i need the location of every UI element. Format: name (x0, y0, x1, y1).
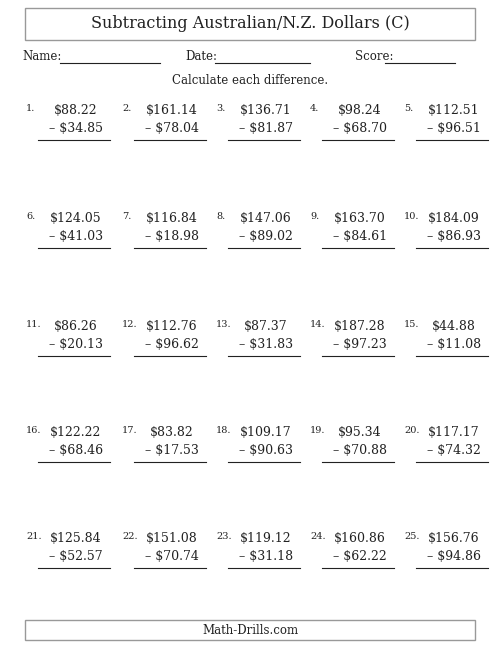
Text: 24.: 24. (310, 532, 326, 541)
Bar (25, 620, 475, 640)
Text: $151.08: $151.08 (146, 532, 198, 545)
Text: 15.: 15. (404, 320, 419, 329)
Text: $109.17: $109.17 (240, 426, 292, 439)
Text: – $84.61: – $84.61 (333, 230, 387, 243)
Text: $98.24: $98.24 (338, 104, 382, 117)
Text: – $20.13: – $20.13 (49, 338, 103, 351)
Text: – $96.51: – $96.51 (427, 122, 481, 135)
Text: $160.86: $160.86 (334, 532, 386, 545)
Bar (25, 8, 475, 40)
Text: Calculate each difference.: Calculate each difference. (172, 74, 328, 87)
Text: – $68.46: – $68.46 (49, 444, 103, 457)
Text: $125.84: $125.84 (50, 532, 102, 545)
Text: – $89.02: – $89.02 (239, 230, 293, 243)
Text: – $31.18: – $31.18 (239, 550, 293, 563)
Text: – $97.23: – $97.23 (333, 338, 387, 351)
Text: $161.14: $161.14 (146, 104, 198, 117)
Text: 12.: 12. (122, 320, 138, 329)
Text: 23.: 23. (216, 532, 232, 541)
Text: – $34.85: – $34.85 (49, 122, 103, 135)
Text: $184.09: $184.09 (428, 212, 480, 225)
Text: – $90.63: – $90.63 (239, 444, 293, 457)
Text: 9.: 9. (310, 212, 320, 221)
Text: – $18.98: – $18.98 (145, 230, 199, 243)
Text: $136.71: $136.71 (240, 104, 292, 117)
Text: – $70.88: – $70.88 (333, 444, 387, 457)
Text: – $78.04: – $78.04 (145, 122, 199, 135)
Text: $112.76: $112.76 (146, 320, 198, 333)
Text: – $94.86: – $94.86 (427, 550, 481, 563)
Text: Score:: Score: (355, 50, 394, 63)
Text: – $68.70: – $68.70 (333, 122, 387, 135)
Text: 8.: 8. (216, 212, 225, 221)
Text: $147.06: $147.06 (240, 212, 292, 225)
Text: – $11.08: – $11.08 (427, 338, 481, 351)
Text: 4.: 4. (310, 104, 320, 113)
Text: 2.: 2. (122, 104, 132, 113)
Text: – $17.53: – $17.53 (145, 444, 199, 457)
Text: $112.51: $112.51 (428, 104, 480, 117)
Text: $83.82: $83.82 (150, 426, 194, 439)
Text: $86.26: $86.26 (54, 320, 98, 333)
Text: 25.: 25. (404, 532, 419, 541)
Text: $117.17: $117.17 (428, 426, 480, 439)
Text: $88.22: $88.22 (54, 104, 98, 117)
Text: – $96.62: – $96.62 (145, 338, 199, 351)
Text: – $62.22: – $62.22 (333, 550, 387, 563)
Text: – $74.32: – $74.32 (427, 444, 481, 457)
Text: $124.05: $124.05 (50, 212, 102, 225)
Text: – $52.57: – $52.57 (49, 550, 103, 563)
Text: 10.: 10. (404, 212, 419, 221)
Text: – $41.03: – $41.03 (49, 230, 103, 243)
Text: $95.34: $95.34 (338, 426, 382, 439)
Text: 11.: 11. (26, 320, 42, 329)
Text: Name:: Name: (22, 50, 62, 63)
Text: Date:: Date: (185, 50, 217, 63)
Text: $87.37: $87.37 (244, 320, 288, 333)
Text: $163.70: $163.70 (334, 212, 386, 225)
Text: $119.12: $119.12 (240, 532, 292, 545)
Text: 5.: 5. (404, 104, 413, 113)
Text: $187.28: $187.28 (334, 320, 386, 333)
Text: 17.: 17. (122, 426, 138, 435)
Text: – $81.87: – $81.87 (239, 122, 293, 135)
Text: – $86.93: – $86.93 (427, 230, 481, 243)
Text: 16.: 16. (26, 426, 42, 435)
Text: $44.88: $44.88 (432, 320, 476, 333)
Text: 3.: 3. (216, 104, 226, 113)
Text: – $70.74: – $70.74 (145, 550, 199, 563)
Text: 18.: 18. (216, 426, 232, 435)
Text: 22.: 22. (122, 532, 138, 541)
Text: 6.: 6. (26, 212, 35, 221)
Text: 14.: 14. (310, 320, 326, 329)
Text: Math-Drills.com: Math-Drills.com (202, 624, 298, 637)
Text: 7.: 7. (122, 212, 132, 221)
Text: Subtracting Australian/N.Z. Dollars (C): Subtracting Australian/N.Z. Dollars (C) (90, 16, 409, 32)
Text: $116.84: $116.84 (146, 212, 198, 225)
Text: – $31.83: – $31.83 (239, 338, 293, 351)
Text: 1.: 1. (26, 104, 36, 113)
Text: 20.: 20. (404, 426, 419, 435)
Text: $122.22: $122.22 (50, 426, 102, 439)
Text: $156.76: $156.76 (428, 532, 480, 545)
Text: 19.: 19. (310, 426, 326, 435)
Text: 21.: 21. (26, 532, 42, 541)
Text: 13.: 13. (216, 320, 232, 329)
